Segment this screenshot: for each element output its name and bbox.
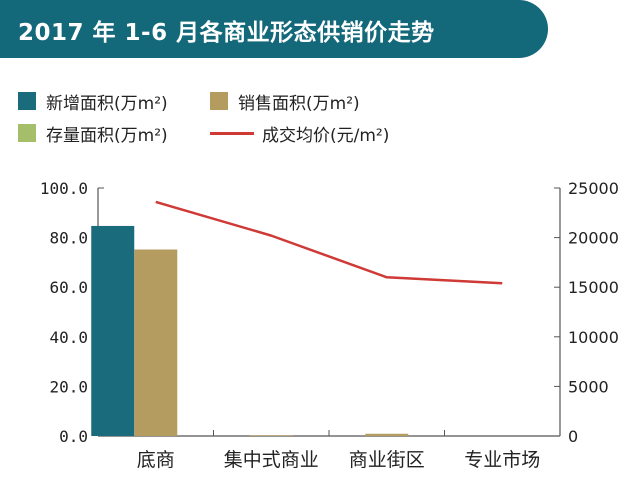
legend-swatch <box>18 92 36 110</box>
legend-label: 存量面积(万m²) <box>46 125 168 146</box>
y-right-tick-label: 15000 <box>568 278 619 297</box>
bar-sales <box>249 435 293 436</box>
legend-label: 新增面积(万m²) <box>46 93 168 114</box>
legend-item: 存量面积(万m²) <box>18 122 168 146</box>
legend-label: 销售面积(万m²) <box>238 93 360 114</box>
legend-item: 成交均价(元/m²) <box>210 122 390 146</box>
x-tick-label: 底商 <box>137 449 175 471</box>
bar-sales <box>365 433 409 436</box>
legend-item: 销售面积(万m²) <box>210 90 360 114</box>
y-left-tick-label: 80.0 <box>49 229 88 248</box>
y-right-tick-label: 10000 <box>568 328 619 347</box>
y-right-tick-label: 25000 <box>568 179 619 198</box>
chart-title: 2017 年 1-6 月各商业形态供销价走势 <box>18 20 435 46</box>
x-tick-label: 专业市场 <box>464 449 540 471</box>
y-right-tick-label: 20000 <box>568 229 619 248</box>
x-tick-label: 集中式商业 <box>224 449 319 471</box>
y-left-tick-label: 100.0 <box>40 179 88 198</box>
legend-item: 新增面积(万m²) <box>18 90 168 114</box>
y-left-tick-label: 20.0 <box>49 377 88 396</box>
y-left-tick-label: 40.0 <box>49 328 88 347</box>
legend-line <box>210 131 254 135</box>
y-left-tick-label: 60.0 <box>49 278 88 297</box>
bar-sales <box>134 249 178 436</box>
legend-label: 成交均价(元/m²) <box>262 125 390 146</box>
x-tick-label: 商业街区 <box>349 449 425 471</box>
y-left-tick-label: 0.0 <box>59 427 88 446</box>
y-right-tick-label: 5000 <box>568 377 609 396</box>
price-line <box>155 200 503 285</box>
legend-swatch <box>18 124 36 142</box>
bar-new-supply <box>91 225 135 436</box>
y-right-tick-label: 0 <box>568 427 578 446</box>
title-banner: 2017 年 1-6 月各商业形态供销价走势 <box>0 0 548 58</box>
legend-swatch <box>210 92 228 110</box>
